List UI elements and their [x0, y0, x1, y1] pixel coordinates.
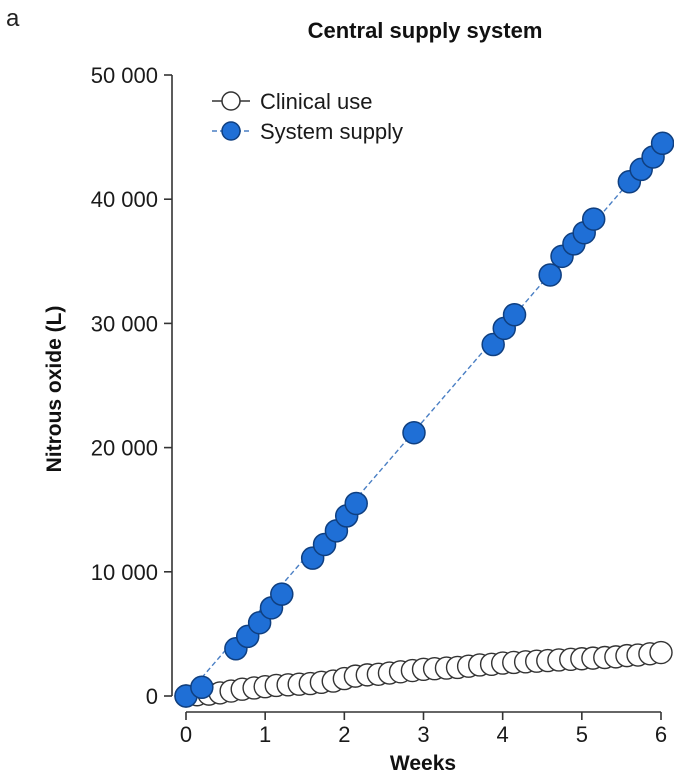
x-ticks: 0 1 2 3 4 5 6	[180, 712, 667, 747]
system-supply-point	[502, 302, 527, 327]
system-supply-point	[402, 420, 426, 445]
x-tick-label: 5	[576, 722, 588, 747]
legend-item-system-supply: System supply	[212, 119, 403, 144]
system-supply-point	[481, 332, 505, 357]
x-tick-label: 0	[180, 722, 192, 747]
open-circle-icon	[221, 91, 241, 111]
system-supply-point	[344, 491, 368, 516]
system-supply-point	[581, 207, 606, 231]
system-supply-point	[270, 582, 294, 606]
axes	[171, 75, 661, 713]
clinical-use-point	[649, 640, 673, 665]
x-tick-label: 4	[497, 722, 509, 747]
panel-label: a	[6, 5, 20, 32]
system-supply-series	[174, 131, 674, 708]
y-axis-title: Nitrous oxide (L)	[43, 306, 66, 473]
legend-label-system-supply: System supply	[260, 119, 403, 144]
filled-circle-icon	[221, 121, 241, 141]
x-tick-label: 3	[417, 722, 429, 747]
x-tick-label: 2	[338, 722, 350, 747]
legend-item-clinical-use: Clinical use	[212, 89, 373, 114]
system-supply-point	[650, 131, 674, 156]
y-tick-label: 20 000	[91, 436, 158, 461]
y-ticks: 0 10 000 20 000 30 000 40 000 50 000	[91, 63, 172, 709]
clinical-use-series	[174, 640, 673, 708]
chart-title: Central supply system	[308, 18, 543, 43]
legend: Clinical use System supply	[212, 89, 403, 144]
y-tick-label: 40 000	[91, 187, 158, 212]
y-tick-label: 50 000	[91, 63, 158, 88]
y-tick-label: 10 000	[91, 560, 158, 585]
x-tick-label: 1	[259, 722, 271, 747]
y-tick-label: 30 000	[91, 311, 158, 336]
x-tick-label: 6	[655, 722, 667, 747]
x-axis-title: Weeks	[390, 752, 456, 775]
legend-label-clinical-use: Clinical use	[260, 89, 373, 114]
system-supply-point	[538, 263, 562, 287]
y-tick-label: 0	[146, 684, 158, 709]
system-supply-point	[190, 675, 214, 700]
